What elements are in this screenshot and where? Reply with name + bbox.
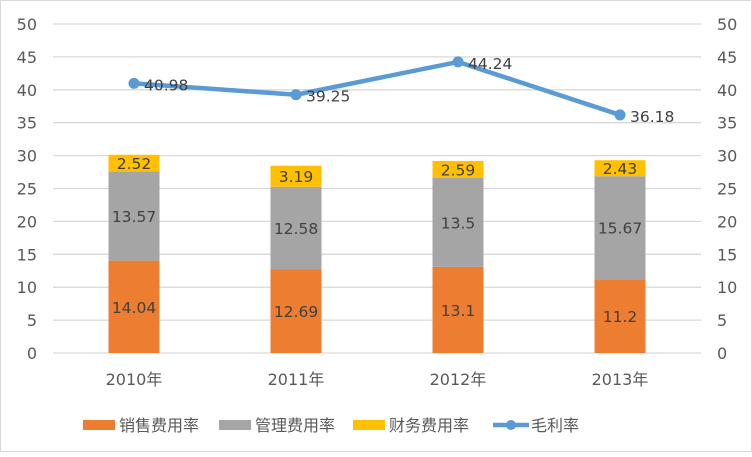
legend-marker-icon: [506, 420, 516, 430]
y-tick-label-left: 25: [17, 180, 37, 199]
gridlines: [53, 23, 701, 354]
legend-label: 管理费用率: [255, 416, 335, 435]
line-marker: [614, 109, 626, 121]
bar-segment: [108, 260, 160, 353]
gross-margin-line: 40.98 39.25 44.24 36.18: [128, 55, 674, 126]
y-tick-label-left: 10: [17, 278, 37, 297]
bar-segment: [270, 165, 322, 187]
y-tick-label-right: 40: [717, 81, 737, 100]
bar-value-label: 13.57: [112, 208, 156, 226]
bar-value-label: 14.04: [112, 299, 156, 317]
legend-label: 财务费用率: [389, 416, 469, 435]
x-tick-label: 2010年: [106, 370, 163, 389]
line-path: [133, 59, 621, 118]
legend-swatch-icon: [83, 420, 115, 430]
y-axis-right: 0 5 10 15 20 25 30 35 40 45 50: [717, 15, 737, 363]
bar-value-label: 12.58: [274, 220, 318, 238]
bar-value-label: 12.69: [274, 303, 318, 321]
bar-value-label: 3.19: [279, 168, 314, 186]
y-tick-label-right: 10: [717, 278, 737, 297]
y-tick-label-left: 35: [17, 114, 37, 133]
bar-value-label: 13.1: [441, 302, 476, 320]
y-tick-label-left: 30: [17, 147, 37, 166]
y-tick-label-left: 45: [17, 48, 37, 67]
bar-segment: [108, 154, 160, 172]
bar-segment: [270, 269, 322, 353]
y-tick-label-right: 15: [717, 245, 737, 264]
y-tick-label-left: 40: [17, 81, 37, 100]
y-tick-label-right: 45: [717, 48, 737, 67]
y-tick-label-left: 5: [27, 311, 37, 330]
y-tick-label-left: 0: [27, 344, 37, 363]
bar-value-label: 11.2: [603, 308, 638, 326]
line-value-label: 36.18: [630, 108, 674, 126]
line-marker: [290, 89, 302, 101]
y-tick-label-right: 5: [717, 311, 727, 330]
line-value-label: 40.98: [144, 76, 188, 94]
bar-value-label: 2.52: [117, 155, 152, 173]
bar-value-label: 2.59: [441, 161, 476, 179]
y-tick-label-left: 15: [17, 245, 37, 264]
line-value-label: 44.24: [468, 55, 512, 73]
bar-segment: [594, 279, 646, 353]
legend-label: 销售费用率: [119, 416, 199, 435]
bar-segment: [270, 186, 322, 270]
line-marker: [128, 77, 140, 89]
bar-segment: [594, 160, 646, 177]
legend-swatch-icon: [219, 420, 251, 430]
x-tick-label: 2011年: [268, 370, 325, 389]
line-marker: [452, 56, 464, 68]
line-value-label: 39.25: [306, 88, 350, 106]
legend-swatch-icon: [353, 420, 385, 430]
y-axis-left: 0 5 10 15 20 25 30 35 40 45 50: [17, 15, 37, 363]
y-tick-label-right: 35: [717, 114, 737, 133]
legend: 销售费用率 管理费用率 财务费用率 毛利率: [83, 416, 579, 435]
y-tick-label-left: 20: [17, 212, 37, 231]
x-axis: 2010年 2011年 2012年 2013年: [106, 370, 649, 389]
bar-segment: [594, 176, 646, 280]
legend-label: 毛利率: [531, 416, 579, 435]
bar-value-label: 15.67: [598, 220, 642, 238]
x-tick-label: 2013年: [592, 370, 649, 389]
bar-segment: [432, 177, 484, 267]
y-tick-label-right: 20: [717, 212, 737, 231]
x-tick-label: 2012年: [430, 370, 487, 389]
y-tick-label-left: 50: [17, 15, 37, 34]
y-tick-label-right: 30: [717, 147, 737, 166]
bar-value-label: 13.5: [441, 214, 476, 232]
bar-segment: [432, 266, 484, 353]
bar-segment: [432, 160, 484, 178]
y-tick-label-right: 25: [717, 180, 737, 199]
bar-value-label: 2.43: [603, 160, 638, 178]
y-tick-label-right: 50: [717, 15, 737, 34]
y-tick-label-right: 0: [717, 344, 727, 363]
bar-segment: [108, 171, 160, 261]
stacked-bars: 14.04 13.57 2.52 12.69 12.58 3.19 13.1 13.5 2.59…: [108, 154, 646, 353]
